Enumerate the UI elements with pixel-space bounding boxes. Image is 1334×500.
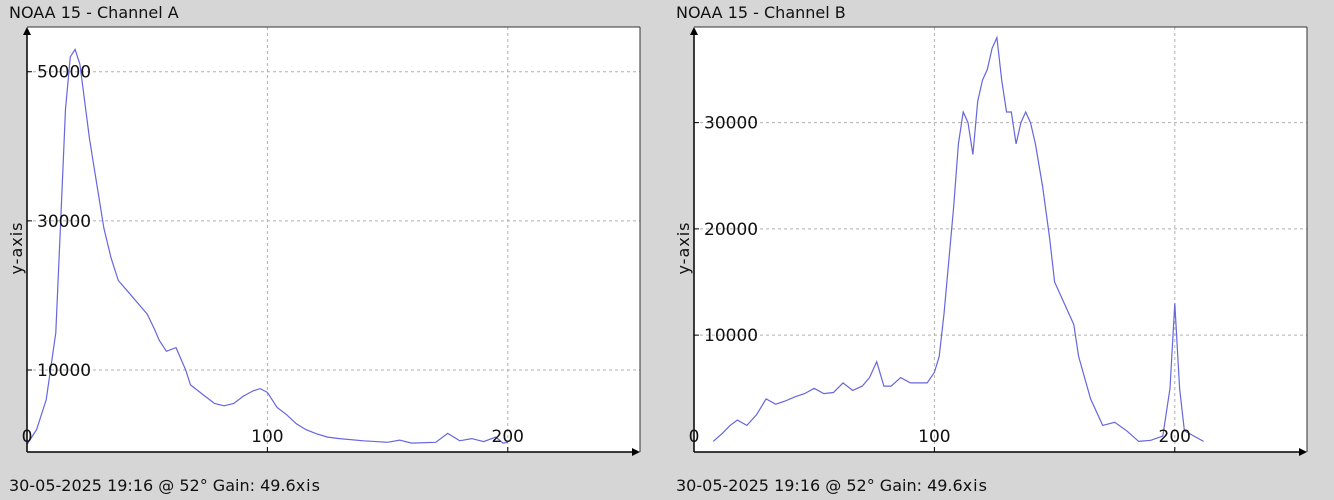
x-tick-label: 0 <box>22 427 33 447</box>
y-tick-label: 10000 <box>37 361 91 381</box>
footer-text: 30-05-2025 19:16 @ 52° Gain: 49.6 <box>676 476 963 495</box>
chart-title: NOAA 15 - Channel B <box>676 3 846 22</box>
footer-text: 30-05-2025 19:16 @ 52° Gain: 49.6 <box>9 476 296 495</box>
y-tick-label: 30000 <box>37 212 91 232</box>
y-axis-label: y-axis <box>674 221 693 274</box>
x-axis-arrow <box>1299 448 1307 456</box>
axes <box>690 26 1308 456</box>
series-line <box>712 35 1204 443</box>
plot-area <box>27 27 640 452</box>
axes <box>23 26 641 456</box>
x-axis-arrow <box>632 448 640 456</box>
status-footer: 30-05-2025 19:16 @ 52° Gain: 49.6xis <box>676 476 988 495</box>
y-axis-label: y-axis <box>7 221 26 274</box>
x-tick-label: 200 <box>492 427 524 447</box>
x-tick-label: 100 <box>918 427 950 447</box>
y-axis-arrow <box>690 27 698 35</box>
panel-channel-a: NOAA 15 - Channel A 0 100 200 10000 30000 500… <box>7 3 641 495</box>
y-tick-label: 10000 <box>704 326 758 346</box>
plot-area <box>694 27 1307 452</box>
tick-labels: 0 100 200 10000 30000 50000 <box>22 63 524 447</box>
series-line <box>26 48 508 445</box>
chart-b: 0 100 200 10000 20000 30000 y-axis <box>674 26 1308 456</box>
chart-title: NOAA 15 - Channel A <box>9 3 179 22</box>
x-tick-label: 200 <box>1159 427 1191 447</box>
footer-suffix: xis <box>295 476 321 495</box>
x-tick-label: 100 <box>251 427 283 447</box>
grid-lines <box>27 27 640 452</box>
grid-lines <box>694 27 1307 452</box>
y-tick-label: 20000 <box>704 220 758 240</box>
tick-labels: 0 100 200 10000 20000 30000 <box>689 114 1191 447</box>
panel-channel-b: NOAA 15 - Channel B 0 100 200 10000 20000 300… <box>667 0 1334 500</box>
x-tick-label: 0 <box>689 427 700 447</box>
y-axis-arrow <box>23 27 31 35</box>
y-tick-label: 30000 <box>704 114 758 134</box>
y-tick-label: 50000 <box>37 63 91 83</box>
footer-suffix: xis <box>962 476 988 495</box>
status-footer: 30-05-2025 19:16 @ 52° Gain: 49.6xis <box>9 476 321 495</box>
chart-a: 0 100 200 10000 30000 50000 y-axis <box>7 26 641 456</box>
